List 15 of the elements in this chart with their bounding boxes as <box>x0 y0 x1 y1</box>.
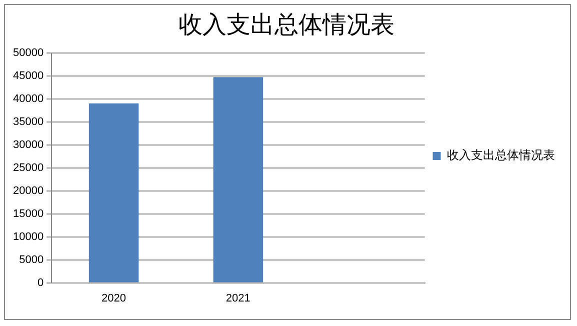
x-tick-label: 2021 <box>226 292 250 304</box>
y-tick-label: 20000 <box>12 184 44 197</box>
y-tick-label: 30000 <box>12 138 44 151</box>
y-tick-label: 50000 <box>12 46 44 59</box>
x-tick-label: 2020 <box>102 292 126 304</box>
y-tick-label: 10000 <box>12 230 44 243</box>
y-tick-label: 25000 <box>12 162 44 174</box>
y-tick-label: 45000 <box>12 70 44 82</box>
y-tick-label: 0 <box>37 276 44 289</box>
y-tick-label: 40000 <box>12 92 44 105</box>
y-tick-label: 5000 <box>19 254 44 266</box>
y-tick-label: 15000 <box>12 208 44 220</box>
legend-label: 收入支出总体情况表 <box>446 148 555 162</box>
y-tick-label: 35000 <box>12 116 44 128</box>
chart-title: 收入支出总体情况表 <box>178 12 394 39</box>
